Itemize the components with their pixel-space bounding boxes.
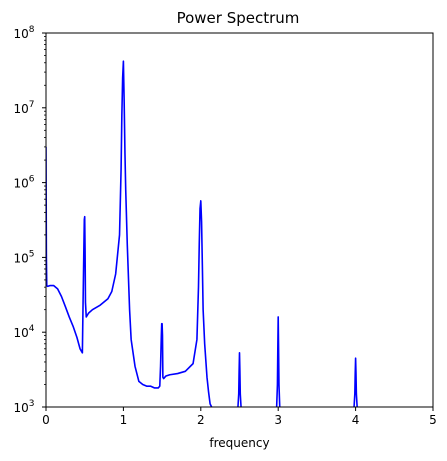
y-tick-label: 106 <box>13 175 34 191</box>
series-line-2 <box>275 316 281 407</box>
y-tick-label: 104 <box>13 324 34 340</box>
series-line-1 <box>237 352 242 407</box>
x-tick-label: 3 <box>274 413 282 427</box>
y-tick-label: 103 <box>13 399 34 415</box>
y-tick-label: 107 <box>13 100 34 116</box>
tick-layer: 0 1 2 3 4 5 103 104 105 106 107 108 <box>13 25 436 427</box>
series-layer <box>46 60 358 407</box>
x-tick-label: 2 <box>197 413 205 427</box>
x-tick-label: 4 <box>352 413 360 427</box>
plot-area-frame <box>45 32 434 408</box>
chart-title: Power Spectrum <box>177 9 300 27</box>
x-tick-label: 0 <box>42 413 50 427</box>
y-tick-label: 108 <box>13 25 34 41</box>
series-line-0 <box>46 60 213 407</box>
series-line-3 <box>353 357 358 407</box>
x-tick-label: 1 <box>120 413 128 427</box>
y-tick-label: 105 <box>13 249 34 265</box>
x-axis-label: frequency <box>209 436 269 450</box>
x-tick-label: 5 <box>429 413 437 427</box>
